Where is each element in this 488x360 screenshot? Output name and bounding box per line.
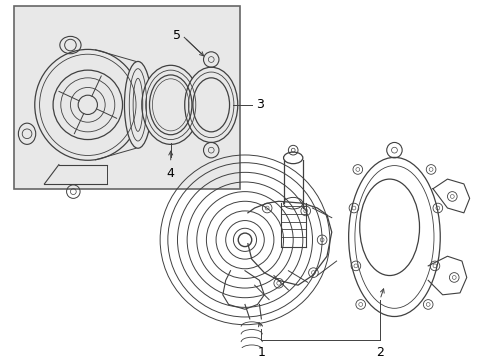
Circle shape [53,70,122,140]
Text: 3: 3 [256,98,264,111]
Ellipse shape [142,65,199,144]
Bar [14,5,240,189]
Ellipse shape [124,62,151,148]
Ellipse shape [35,49,141,160]
Text: 5: 5 [173,29,181,42]
Text: 4: 4 [166,167,174,180]
Ellipse shape [184,67,237,143]
Text: 2: 2 [375,346,383,359]
Text: 1: 1 [257,346,265,359]
